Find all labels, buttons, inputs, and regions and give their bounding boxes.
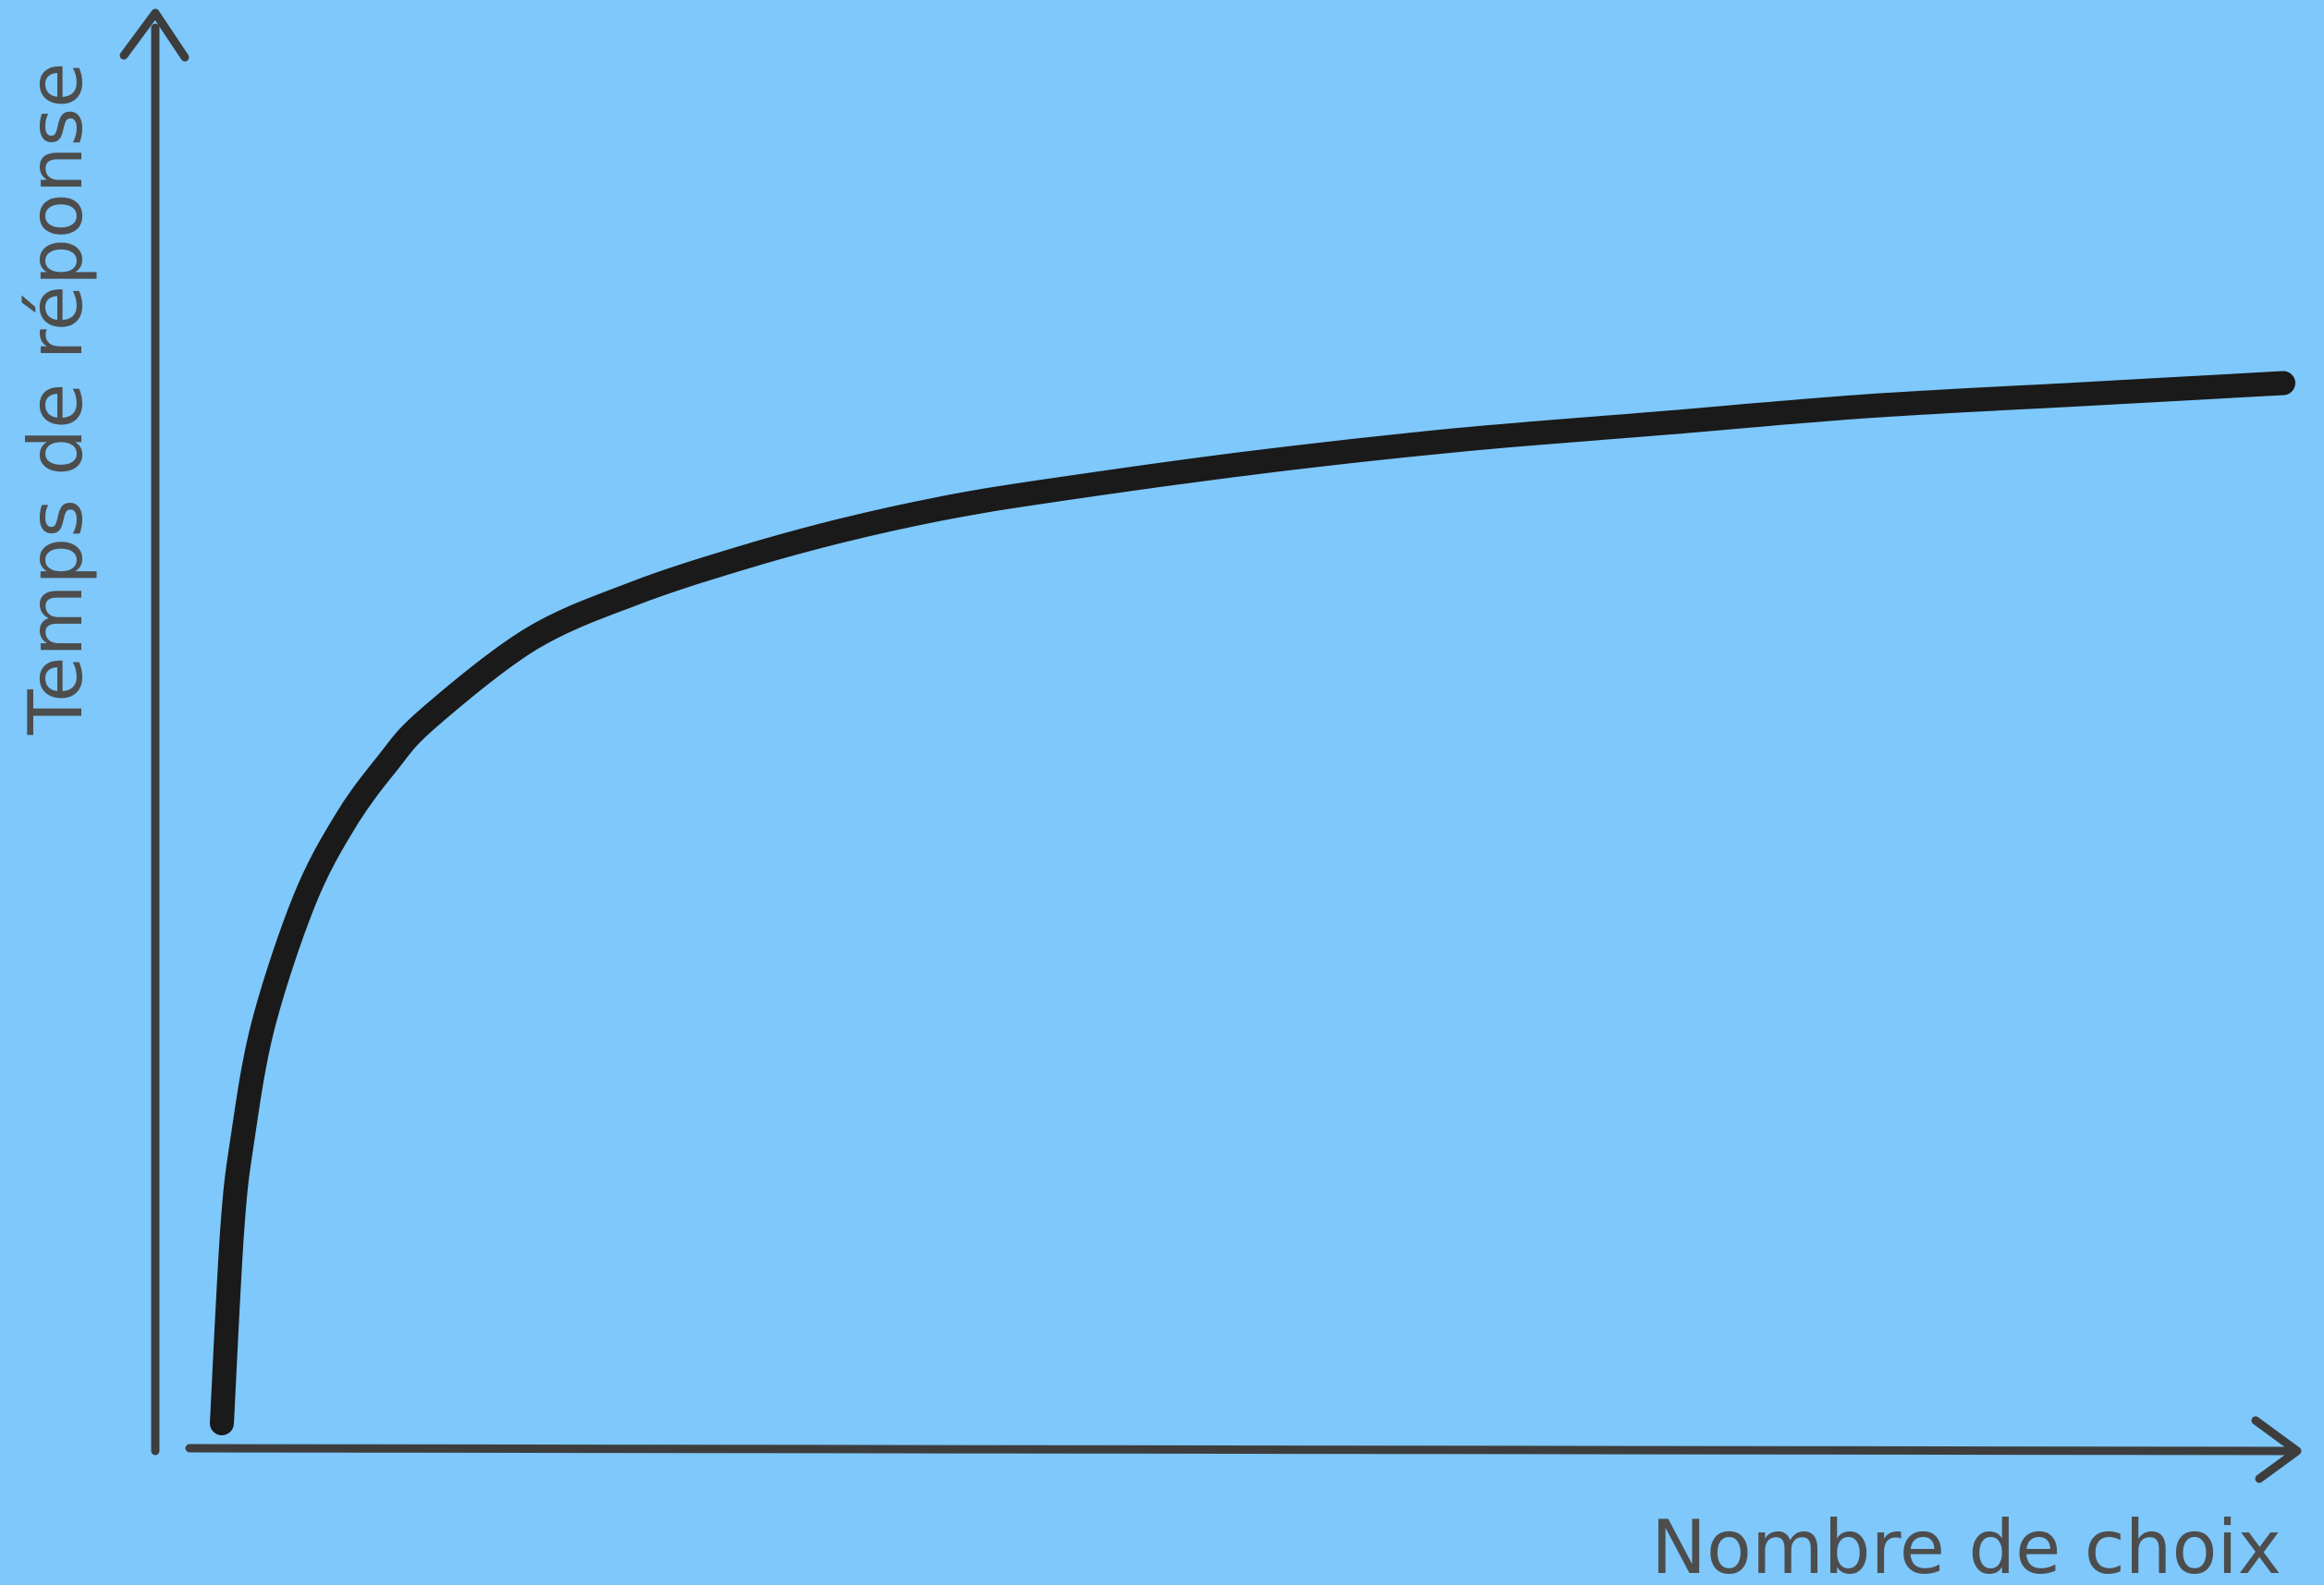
series-line bbox=[210, 371, 2295, 1435]
x-axis-label: Nombre de choix bbox=[1651, 1505, 2281, 1585]
y-axis-label: Temps de réponse bbox=[13, 63, 99, 736]
y-axis-arrow-icon bbox=[119, 8, 190, 62]
x-axis bbox=[185, 1444, 2297, 1456]
x-axis-arrow-icon bbox=[2251, 1416, 2302, 1483]
series-layer bbox=[210, 371, 2295, 1435]
